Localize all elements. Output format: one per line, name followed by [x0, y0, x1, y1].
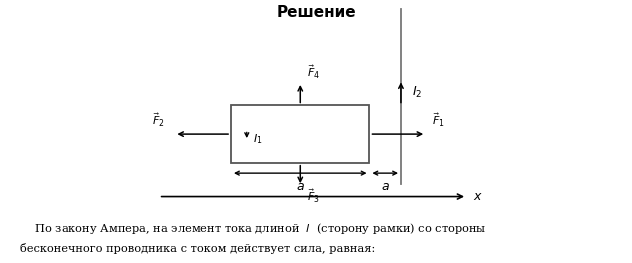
Text: $\vec{F}_4$: $\vec{F}_4$: [307, 63, 320, 81]
Text: $I_2$: $I_2$: [412, 85, 423, 100]
Text: $a$: $a$: [381, 180, 390, 193]
Bar: [231, 105, 370, 163]
Text: $x$: $x$: [473, 190, 483, 203]
Text: $\vec{F}_3$: $\vec{F}_3$: [307, 188, 319, 205]
Text: $\vec{F}_1$: $\vec{F}_1$: [432, 111, 445, 129]
Text: бесконечного проводника с током действует сила, равная:: бесконечного проводника с током действуе…: [20, 242, 375, 254]
Text: Решение: Решение: [276, 5, 356, 20]
Text: $a$: $a$: [296, 180, 305, 193]
Text: $\vec{F}_2$: $\vec{F}_2$: [152, 111, 165, 129]
Text: $I_1$: $I_1$: [253, 132, 262, 146]
Text: По закону Ампера, на элемент тока длиной  $l$  (сторону рамки) со стороны: По закону Ампера, на элемент тока длиной…: [20, 221, 487, 236]
